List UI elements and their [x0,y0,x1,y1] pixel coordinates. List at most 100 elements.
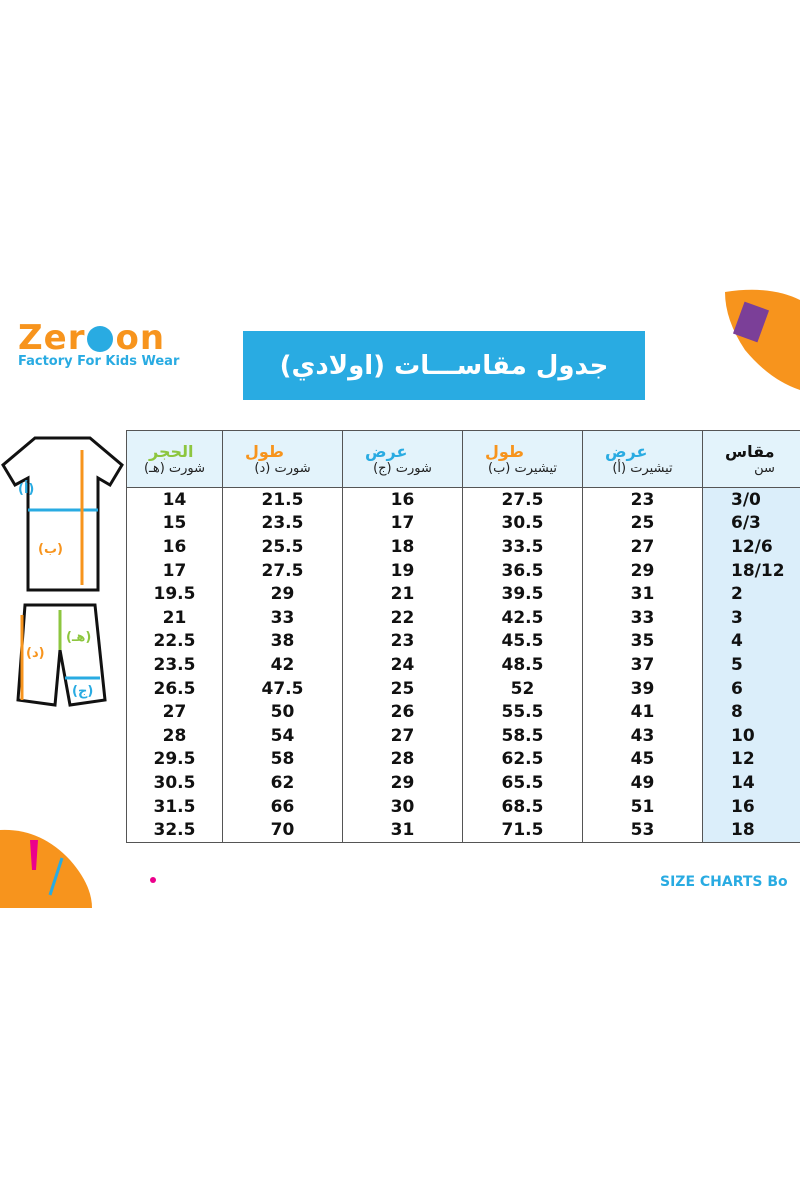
table-row: 14 21.5 16 27.5 23 3/0 [126,487,800,512]
size-cell: 41 [582,700,703,724]
age-cell: 6/3 [702,511,800,536]
footer: SIZE CHARTS Bo [660,874,788,890]
table-body: 14 21.5 16 27.5 23 3/0 15 23.5 17 30.5 25 6/3 16 25.5… [126,487,800,843]
length-label: (ب) [38,542,63,557]
size-cell: 29.5 [126,747,223,772]
title-banner: جدول مقاســـات (اولادي) [243,331,645,400]
chest-label: (أ) [18,482,35,497]
column-subtitle: سن [754,461,775,476]
column-subtitle: تيشيرت (أ) [612,461,673,476]
size-table: الحجر شورت (هـ) طول شورت (د) عرض شورت (ج) طول ت… [126,430,800,843]
column-title: طول [245,442,284,461]
size-cell: 39.5 [462,582,583,606]
table-row: 28 54 27 58.5 43 10 [126,723,800,748]
table-row: 21 33 22 42.5 33 3 [126,605,800,630]
column-title: طول [485,442,524,461]
age-cell: 18/12 [702,558,800,583]
decor-spool [732,301,770,343]
size-cell: 21 [126,605,223,630]
column-title: الحجر [149,442,194,461]
size-cell: 51 [582,794,703,819]
table-row: 27 50 26 55.5 41 8 [126,700,800,724]
size-cell: 47.5 [222,676,343,701]
size-cell: 42.5 [462,605,583,630]
column-header: طول تيشيرت (ب) [462,430,583,488]
size-cell: 50 [222,700,343,724]
size-cell: 24 [342,653,463,677]
size-cell: 37 [582,653,703,677]
size-cell: 33 [222,605,343,630]
size-cell: 31 [342,818,463,843]
size-cell: 70 [222,818,343,843]
column-subtitle: شورت (د) [254,461,311,476]
table-row: 15 23.5 17 30.5 25 6/3 [126,511,800,536]
table-row: 32.5 70 31 71.5 53 18 [126,818,800,843]
size-cell: 39 [582,676,703,701]
age-cell: 14 [702,771,800,795]
size-cell: 23 [582,487,703,512]
logo-text: Zer [18,318,86,358]
age-cell: 5 [702,653,800,677]
size-cell: 71.5 [462,818,583,843]
size-cell: 21.5 [222,487,343,512]
size-cell: 27 [582,535,703,559]
size-cell: 14 [126,487,223,512]
column-header: طول شورت (د) [222,430,343,488]
column-subtitle: شورت (ج) [373,461,432,476]
age-cell: 12 [702,747,800,772]
age-cell: 10 [702,723,800,748]
size-cell: 19 [342,558,463,583]
logo-tagline: Factory For Kids Wear [18,354,180,369]
hip-label: (هـ) [66,630,92,645]
table-row: 19.5 29 21 39.5 31 2 [126,582,800,606]
table-row: 31.5 66 30 68.5 51 16 [126,794,800,819]
decor-dot [150,877,156,883]
size-cell: 45.5 [462,629,583,654]
size-cell: 25 [342,676,463,701]
age-cell: 3/0 [702,487,800,512]
column-header: عرض تيشيرت (أ) [582,430,703,488]
table-container: الحجر شورت (هـ) طول شورت (د) عرض شورت (ج) طول ت… [126,430,800,860]
age-cell: 8 [702,700,800,724]
header-row: الحجر شورت (هـ) طول شورت (د) عرض شورت (ج) طول ت… [126,430,800,488]
size-cell: 33 [582,605,703,630]
decor-shape [0,829,92,908]
size-cell: 17 [126,558,223,583]
table-row: 16 25.5 18 33.5 27 12/6 [126,535,800,559]
size-cell: 43 [582,723,703,748]
size-cell: 27.5 [462,487,583,512]
size-cell: 27 [342,723,463,748]
column-subtitle: تيشيرت (ب) [488,461,557,476]
size-cell: 62 [222,771,343,795]
size-cell: 31.5 [126,794,223,819]
size-cell: 45 [582,747,703,772]
table-row: 26.5 47.5 25 52 39 6 [126,676,800,701]
title: جدول مقاســـات (اولادي) [279,350,609,381]
column-header: عرض شورت (ج) [342,430,463,488]
age-cell: 3 [702,605,800,630]
age-cell: 16 [702,794,800,819]
size-cell: 23.5 [126,653,223,677]
decor-dummy [30,840,38,870]
age-cell: 6 [702,676,800,701]
short-width-label: (ج) [72,684,94,699]
table-row: 29.5 58 28 62.5 45 12 [126,747,800,772]
logo-text: on [115,318,166,358]
size-cell: 36.5 [462,558,583,583]
size-cell: 16 [342,487,463,512]
logo: Zer on Factory For Kids Wear [18,318,179,369]
size-cell: 35 [582,629,703,654]
short-length-label: (د) [26,646,45,661]
column-title: عرض [605,442,648,461]
size-cell: 26.5 [126,676,223,701]
size-cell: 17 [342,511,463,536]
size-cell: 25 [582,511,703,536]
column-title: عرض [365,442,408,461]
age-cell: 12/6 [702,535,800,559]
age-cell: 4 [702,629,800,654]
size-cell: 28 [126,723,223,748]
size-cell: 54 [222,723,343,748]
tshirt [1,436,124,592]
column-title: مقاس [725,442,775,461]
